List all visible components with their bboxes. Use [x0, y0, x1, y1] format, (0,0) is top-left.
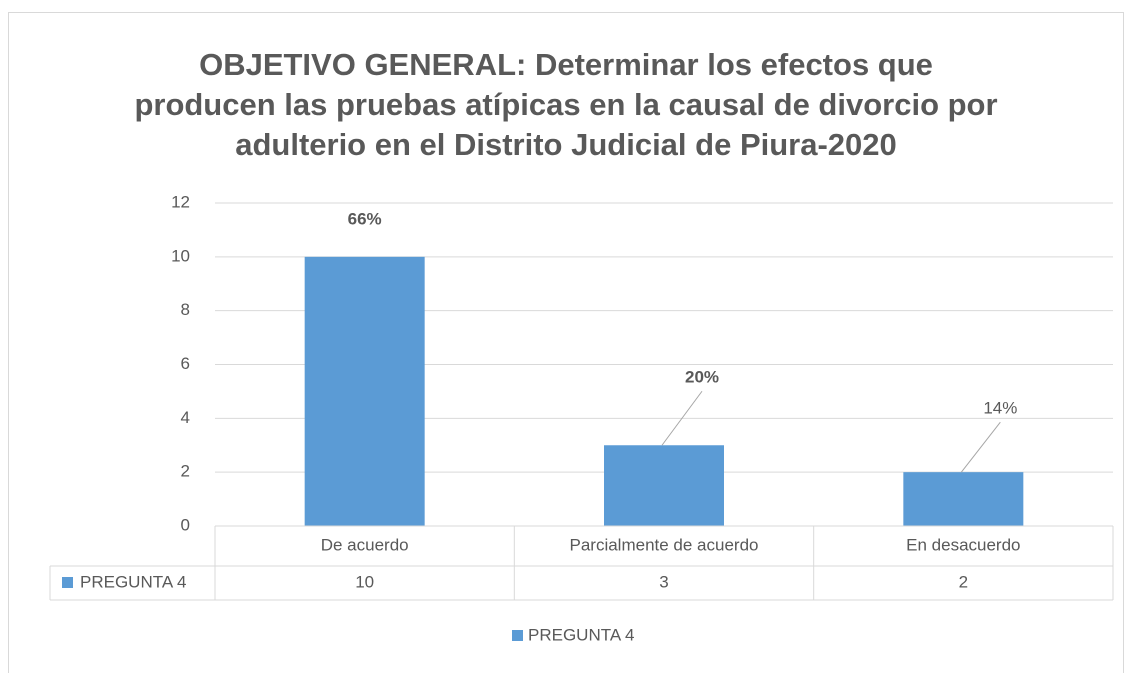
bar [903, 472, 1024, 526]
y-tick-label: 6 [181, 354, 190, 373]
table-legend-key [62, 577, 73, 588]
legend-key [512, 630, 523, 641]
chart-title: adulterio en el Distrito Judicial de Piu… [235, 127, 897, 162]
y-tick-label: 12 [171, 192, 190, 211]
bar [604, 445, 724, 526]
legend-label: PREGUNTA 4 [528, 625, 634, 644]
chart-title: OBJETIVO GENERAL: Determinar los efectos… [199, 47, 933, 82]
x-tick-label: En desacuerdo [906, 535, 1020, 554]
data-annotation: 14% [983, 399, 1017, 418]
y-tick-label: 10 [171, 246, 190, 265]
leader-line [960, 421, 1001, 473]
data-annotation: 66% [348, 209, 382, 228]
data-annotation: 20% [685, 368, 719, 387]
x-tick-label: Parcialmente de acuerdo [569, 535, 758, 554]
bar [304, 256, 425, 526]
x-tick-label: De acuerdo [321, 535, 409, 554]
y-tick-label: 4 [181, 408, 190, 427]
chart-title: producen las pruebas atípicas en la caus… [134, 87, 997, 122]
table-value: 3 [659, 572, 668, 591]
chart-border [8, 12, 1124, 673]
y-tick-label: 8 [181, 300, 190, 319]
leader-line [661, 390, 703, 446]
y-tick-label: 2 [181, 462, 190, 481]
table-value: 2 [959, 572, 968, 591]
table-value: 10 [355, 572, 374, 591]
y-tick-label: 0 [181, 515, 190, 534]
table-series-name: PREGUNTA 4 [80, 572, 186, 591]
